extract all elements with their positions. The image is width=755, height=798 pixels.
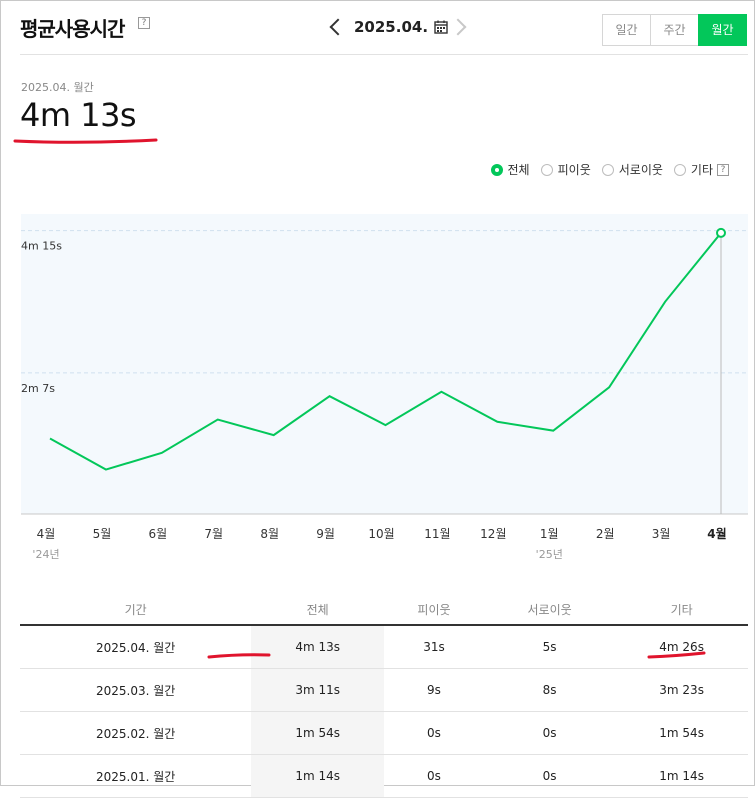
- x-tick-label: 1월: [540, 527, 559, 541]
- filter-all[interactable]: 전체: [490, 161, 530, 178]
- radio-icon[interactable]: [601, 163, 614, 176]
- cell-period: 2025.02. 월간: [20, 711, 252, 755]
- cell-other: 4m 26s: [615, 625, 748, 669]
- x-tick-label: 9월: [316, 527, 335, 541]
- red-underline-annotation: [647, 651, 706, 659]
- col-all: 전체: [251, 594, 385, 626]
- cell-neighbor: 31s: [384, 625, 484, 669]
- cell-mutual: 8s: [483, 668, 616, 712]
- x-year-label: '24년: [32, 548, 59, 561]
- table-row: 2025.03. 월간 3m 11s 9s 8s 3m 23s: [20, 668, 748, 712]
- y-tick-label: 2m 7s: [21, 382, 55, 395]
- x-tick-label: 12월: [480, 527, 506, 541]
- filter-neighbor-label: 피이웃: [557, 163, 591, 177]
- page-title-text: 평균사용시간: [20, 17, 125, 41]
- red-underline-annotation: [207, 653, 271, 659]
- chart-plot-area: [21, 214, 748, 514]
- page-title: 평균사용시간: [20, 13, 125, 42]
- summary-value: 4m 13s: [20, 96, 137, 134]
- filter-mutual-label: 서로이웃: [618, 163, 663, 177]
- table-row: 2025.01. 월간 1m 14s 0s 0s 1m 14s: [20, 754, 748, 798]
- table-row: 2025.04. 월간 4m 13s 31s 5s 4m 26s: [20, 625, 748, 669]
- x-tick-label: 7월: [204, 527, 223, 541]
- cell-all: 4m 13s: [251, 625, 385, 669]
- x-tick-label: 6월: [148, 527, 167, 541]
- usage-table: 기간 전체 피이웃 서로이웃 기타 2025.04. 월간 4m 13s 31s…: [20, 594, 748, 798]
- radio-icon[interactable]: [540, 163, 553, 176]
- cell-mutual: 5s: [483, 625, 616, 669]
- data-point: [716, 227, 726, 238]
- cell-all: 3m 11s: [251, 668, 385, 712]
- col-neighbor: 피이웃: [384, 594, 484, 626]
- header: 평균사용시간 ? 2025.04. 일간 주간 월간: [0, 0, 755, 56]
- cell-other: 1m 14s: [615, 754, 748, 798]
- cell-neighbor: 0s: [384, 711, 484, 755]
- table-header-row: 기간 전체 피이웃 서로이웃 기타: [20, 594, 748, 626]
- x-tick-label: 4월: [37, 527, 56, 541]
- cell-neighbor: 0s: [384, 754, 484, 798]
- audience-filter: 전체 피이웃 서로이웃 기타 ?: [480, 161, 729, 178]
- calendar-icon[interactable]: [434, 20, 448, 34]
- col-period: 기간: [20, 594, 252, 626]
- table-row: 2025.02. 월간 1m 54s 0s 0s 1m 54s: [20, 711, 748, 755]
- cell-all: 1m 14s: [251, 754, 385, 798]
- current-date: 2025.04.: [354, 18, 429, 36]
- x-tick-label: 10월: [368, 527, 394, 541]
- chevron-left-icon[interactable]: [329, 18, 347, 36]
- cell-neighbor: 9s: [384, 668, 484, 712]
- tab-weekly[interactable]: 주간: [650, 14, 699, 46]
- filter-other-label: 기타: [690, 163, 713, 177]
- x-tick-label: 3월: [652, 527, 671, 541]
- filter-help-icon[interactable]: ?: [717, 163, 729, 176]
- x-tick-label: 5월: [93, 527, 112, 541]
- cell-period: 2025.03. 월간: [20, 668, 252, 712]
- filter-all-label: 전체: [507, 163, 530, 177]
- cell-mutual: 0s: [483, 711, 616, 755]
- tab-daily[interactable]: 일간: [602, 14, 651, 46]
- cell-other: 1m 54s: [615, 711, 748, 755]
- radio-icon[interactable]: [673, 163, 686, 176]
- red-underline-annotation: [13, 138, 158, 144]
- filter-neighbor[interactable]: 피이웃: [540, 161, 591, 178]
- series-line: [49, 232, 722, 471]
- col-other: 기타: [615, 594, 748, 626]
- help-icon[interactable]: ?: [138, 17, 150, 29]
- cell-other: 3m 23s: [615, 668, 748, 712]
- header-divider: [20, 54, 748, 55]
- radio-selected-icon[interactable]: [490, 163, 503, 176]
- filter-other[interactable]: 기타 ?: [673, 161, 729, 178]
- x-year-label: '25년: [536, 548, 563, 561]
- tab-monthly[interactable]: 월간: [698, 14, 747, 46]
- summary-label: 2025.04. 월간: [21, 81, 94, 94]
- date-navigator: 2025.04.: [326, 14, 467, 40]
- cell-period: 2025.01. 월간: [20, 754, 252, 798]
- cell-all: 1m 54s: [251, 711, 385, 755]
- col-mutual: 서로이웃: [483, 594, 616, 626]
- cell-mutual: 0s: [483, 754, 616, 798]
- filter-mutual[interactable]: 서로이웃: [601, 161, 663, 178]
- usage-line-chart: 4m 15s 2m 7s 4월 5월 6월 7월 8월 9월 10월 11월 12월 1월 2월 3월 4월…: [21, 214, 748, 561]
- chevron-right-icon[interactable]: [449, 18, 467, 36]
- period-tabs: 일간 주간 월간: [602, 14, 747, 46]
- cell-period: 2025.04. 월간: [20, 625, 252, 669]
- x-tick-label: 4월: [707, 526, 726, 541]
- y-tick-label: 4m 15s: [21, 240, 62, 253]
- x-tick-label: 8월: [260, 527, 279, 541]
- x-tick-label: 2월: [596, 527, 615, 541]
- x-tick-label: 11월: [424, 527, 450, 541]
